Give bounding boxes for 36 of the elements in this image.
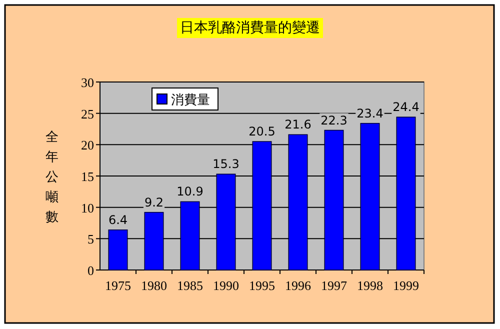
y-tick-label: 15 <box>81 169 94 184</box>
bar <box>360 122 380 270</box>
title: 日本乳酪消費量的變遷 <box>177 18 323 38</box>
y-tick-label: 30 <box>81 75 94 90</box>
data-label: 23.4 <box>356 106 384 120</box>
data-label: 10.9 <box>176 184 204 199</box>
data-label: 15.3 <box>212 157 240 172</box>
bar <box>324 130 344 270</box>
bar <box>108 229 128 270</box>
data-label: 21.6 <box>284 118 312 132</box>
x-tick-label: 1990 <box>213 278 239 293</box>
legend: 消費量 <box>152 88 218 110</box>
x-tick-label: 1999 <box>393 278 419 293</box>
bar <box>288 134 308 270</box>
bar <box>180 201 200 270</box>
x-tick-label: 1985 <box>177 278 203 293</box>
x-tick-label: 1996 <box>285 278 312 293</box>
x-tick-label: 1997 <box>321 278 348 293</box>
y-tick-label: 0 <box>88 263 94 278</box>
y-tick-label: 10 <box>81 200 94 216</box>
bar <box>252 141 272 270</box>
data-label: 20.5 <box>248 124 276 139</box>
y-tick-label: 25 <box>81 106 94 122</box>
bar <box>216 174 236 270</box>
x-tick-label: 1975 <box>105 278 131 293</box>
x-tick-label: 1995 <box>249 278 275 293</box>
data-label: 24.4 <box>392 100 420 114</box>
x-tick-label: 1980 <box>141 278 167 293</box>
x-tick-label: 1998 <box>357 278 383 293</box>
legend-label: 消費量 <box>171 93 210 108</box>
bar <box>144 212 164 270</box>
y-axis-title: 全年公噸數 <box>46 130 58 225</box>
data-label: 22.3 <box>320 113 348 128</box>
bar <box>396 116 416 270</box>
y-tick-label: 5 <box>88 232 94 247</box>
y-tick-label: 20 <box>81 138 94 153</box>
